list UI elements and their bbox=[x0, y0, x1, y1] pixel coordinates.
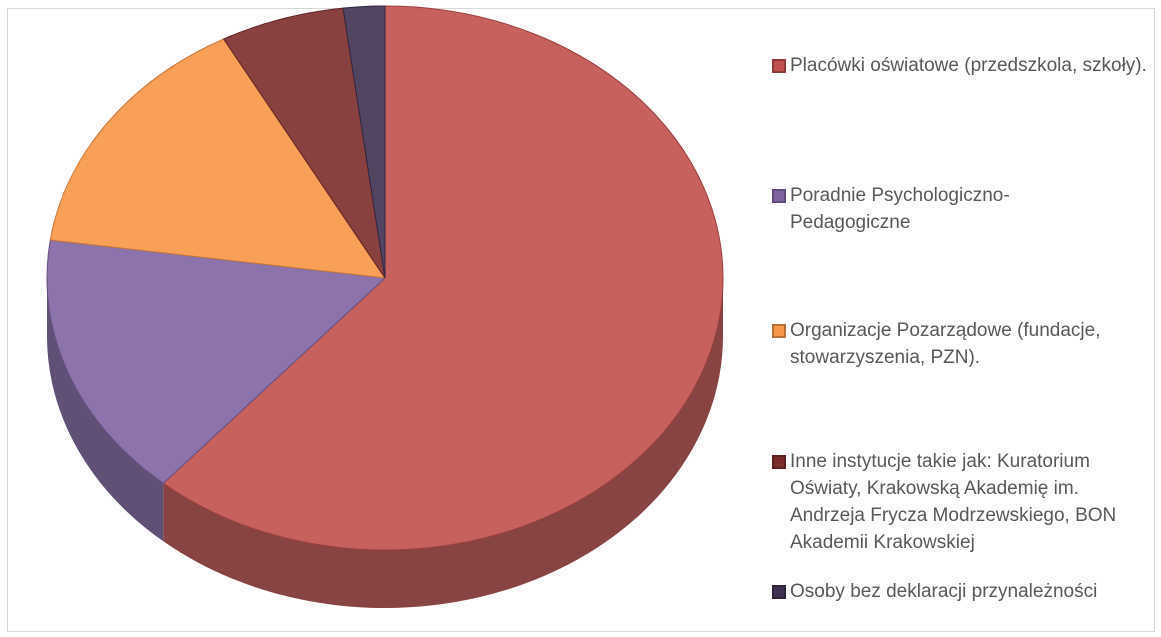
pie-side-walls bbox=[47, 278, 723, 609]
legend-swatch-poradnie bbox=[772, 189, 786, 203]
pie-slice-1 bbox=[46, 239, 387, 484]
legend-item-placowki: Placówki oświatowe (przedszkola, szkoły)… bbox=[772, 52, 1150, 79]
legend-swatch-organizacje bbox=[772, 324, 786, 338]
legend-item-osoby: Osoby bez deklaracji przynależności bbox=[772, 578, 1150, 605]
legend-label-inne: Inne instytucje takie jak: Kuratorium Oś… bbox=[790, 451, 1117, 553]
legend-item-organizacje: Organizacje Pozarządowe (fundacje, stowa… bbox=[772, 317, 1150, 371]
legend-label-placowki: Placówki oświatowe (przedszkola, szkoły)… bbox=[790, 55, 1147, 76]
pie-slice-side-1 bbox=[47, 278, 164, 542]
legend-label-organizacje: Organizacje Pozarządowe (fundacje, stowa… bbox=[790, 320, 1101, 368]
legend-label-poradnie: Poradnie Psychologiczno-Pedagogiczne bbox=[790, 185, 1010, 233]
legend-item-inne: Inne instytucje takie jak: Kuratorium Oś… bbox=[772, 448, 1150, 556]
pie-slice-4 bbox=[342, 5, 386, 279]
pie-slice-side-0 bbox=[163, 278, 723, 609]
legend-swatch-osoby bbox=[772, 585, 786, 599]
legend-label-osoby: Osoby bez deklaracji przynależności bbox=[790, 581, 1098, 602]
legend-swatch-inne bbox=[772, 455, 786, 469]
pie-slice-0 bbox=[162, 5, 724, 551]
legend-item-poradnie: Poradnie Psychologiczno-Pedagogiczne bbox=[772, 182, 1050, 236]
pie-slice-3 bbox=[222, 7, 386, 279]
pie-top-faces bbox=[46, 5, 724, 551]
pie-slice-2 bbox=[49, 38, 387, 279]
legend-swatch-placowki bbox=[772, 59, 786, 73]
